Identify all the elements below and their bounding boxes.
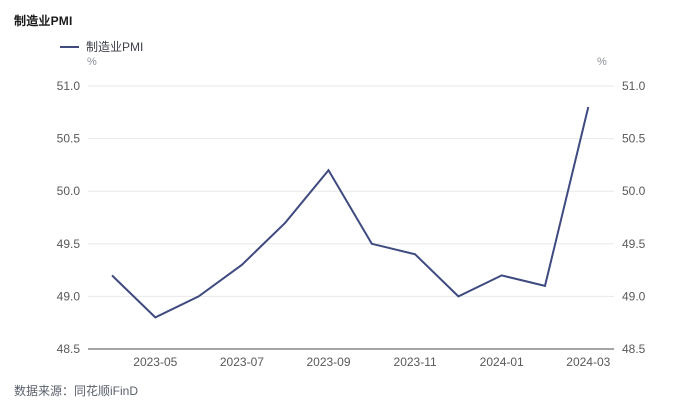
- pmi-line-series: [111, 106, 590, 319]
- y-tick-label-left: 49.5: [57, 237, 81, 251]
- y-tick-label-right: 49.0: [622, 289, 646, 303]
- y-tick-label-right: 50.5: [622, 132, 646, 146]
- y-tick-label-left: 50.5: [57, 132, 81, 146]
- right-axis-unit: %: [597, 56, 607, 68]
- y-tick-label-right: 48.5: [622, 342, 646, 356]
- y-tick-label-right: 50.0: [622, 184, 646, 198]
- x-tick-label: 2023-09: [306, 355, 350, 369]
- y-tick-label-right: 49.5: [622, 237, 646, 251]
- y-tick-label-right: 51.0: [622, 79, 646, 93]
- page-title: 制造业PMI: [14, 14, 73, 28]
- data-source: 数据来源：同花顺iFinD: [14, 384, 139, 398]
- y-tick-label-left: 50.0: [57, 184, 81, 198]
- x-tick-label: 2023-05: [133, 355, 177, 369]
- left-axis-unit: %: [87, 56, 97, 68]
- y-tick-label-left: 49.0: [57, 289, 81, 303]
- legend-line-marker-icon: [60, 45, 79, 48]
- y-tick-label-left: 51.0: [57, 79, 81, 93]
- x-tick-label: 2024-01: [480, 355, 524, 369]
- legend-label: 制造业PMI: [86, 40, 144, 54]
- x-tick-label: 2023-07: [220, 355, 264, 369]
- x-tick-label: 2023-11: [394, 355, 437, 369]
- y-tick-label-left: 48.5: [57, 342, 81, 356]
- legend[interactable]: 制造业PMI: [60, 38, 143, 55]
- x-tick-label: 2024-03: [566, 355, 610, 369]
